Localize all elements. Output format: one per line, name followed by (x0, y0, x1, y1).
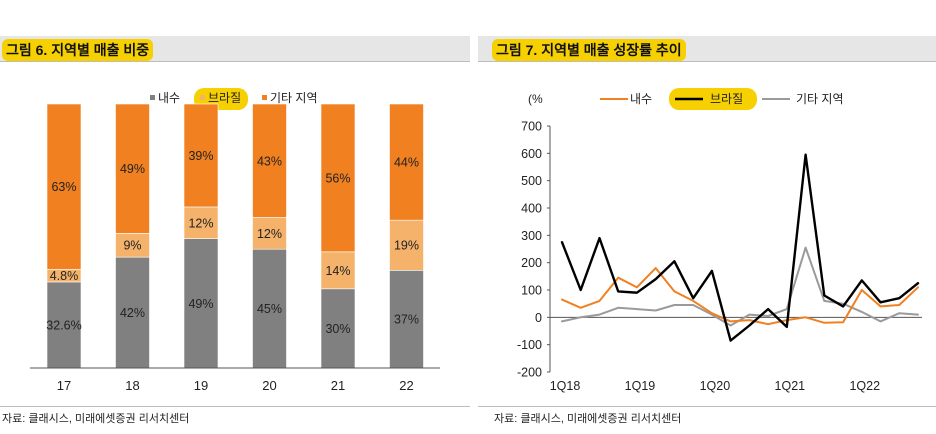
legend-swatch-1 (200, 95, 205, 100)
y-tick-label: -200 (517, 366, 542, 380)
bar-segment (115, 103, 150, 234)
y-tick-label: 600 (521, 147, 542, 161)
bar-segment (183, 206, 219, 239)
legend-swatch-0 (150, 95, 155, 100)
left-footer-divider (0, 406, 470, 407)
bar-data-label: 42% (120, 306, 145, 320)
bar-segment (320, 103, 356, 253)
series-line-1 (560, 153, 920, 342)
bar-data-label: 14% (325, 264, 350, 278)
legend-highlight-pill (669, 88, 757, 110)
y-tick-label: 200 (521, 256, 542, 270)
bar-segment (252, 248, 287, 369)
legend-label-2: 기타 지역 (796, 92, 844, 106)
bar-data-label: 45% (257, 302, 282, 316)
bar-data-label: 4.8% (50, 269, 79, 283)
y-tick-label: 0 (535, 311, 542, 325)
x-tick-label: 1Q19 (625, 379, 656, 393)
bar-data-label: 12% (188, 216, 213, 230)
bar-segment (183, 238, 219, 369)
legend-label-0: 내수 (158, 91, 180, 105)
bar-segment (252, 217, 287, 250)
y-tick-label: 400 (521, 202, 542, 216)
x-tick-label: 1Q20 (700, 379, 731, 393)
bar-segment (115, 256, 150, 369)
y-tick-label: -100 (517, 338, 542, 352)
legend-label-0: 내수 (630, 92, 652, 106)
x-tick-label: 18 (125, 378, 139, 393)
y-axis-unit-label: (% (528, 92, 543, 106)
legend-label-1: 브라질 (710, 92, 743, 106)
right-footer-divider (478, 406, 936, 407)
y-tick-label: 500 (521, 174, 542, 188)
growth-line-chart: (% -200 -100 0 100 200 300 400 500 600 700 1Q18 1Q19… (517, 88, 922, 393)
stacked-bar-chart: 내수 브라질 기타 지역 32.6% 4.8% 63% 17 42% 9% 49% 18 49% 12%… (30, 88, 440, 393)
right-title-band: 그림 7. 지역별 매출 성장률 추이 (478, 36, 936, 62)
x-tick-label: 22 (399, 378, 413, 393)
bar-data-label: 9% (123, 239, 141, 253)
y-tick-label: 300 (521, 229, 542, 243)
bar-data-label: 44% (394, 156, 419, 170)
bar-data-label: 43% (257, 154, 282, 168)
series-line-0 (561, 267, 919, 326)
bar-data-label: 49% (188, 297, 213, 311)
x-tick-label: 17 (57, 378, 71, 393)
x-tick-label: 1Q21 (775, 379, 806, 393)
bar-data-label: 12% (257, 227, 282, 241)
x-tick-label: 19 (194, 378, 208, 393)
bar-data-label: 32.6% (46, 318, 81, 332)
y-tick-label: 100 (521, 284, 542, 298)
x-tick-label: 1Q18 (550, 379, 581, 393)
x-tick-label: 1Q22 (849, 379, 880, 393)
left-source-note: 자료: 클래시스, 미래에셋증권 리서치센터 (2, 413, 190, 425)
left-title-band: 그림 6. 지역별 매출 비중 (0, 36, 470, 62)
bar-data-label: 49% (120, 162, 145, 176)
bar-data-label: 37% (394, 313, 419, 327)
bar-segment (46, 103, 82, 270)
legend-swatch-2 (262, 95, 267, 100)
legend-label-1: 브라질 (208, 91, 241, 105)
bar-segment (389, 219, 424, 271)
x-tick-label: 21 (331, 378, 345, 393)
bar-segment (320, 288, 356, 369)
bar-segment (183, 103, 219, 208)
bar-segment (320, 251, 356, 290)
right-source-note: 자료: 클래시스, 미래에셋증권 리서치센터 (494, 413, 682, 425)
right-chart-title: 그림 7. 지역별 매출 성장률 추이 (492, 39, 686, 61)
bar-data-label: 63% (51, 180, 76, 194)
left-chart-title: 그림 6. 지역별 매출 비중 (2, 39, 154, 61)
bar-segment (252, 103, 287, 218)
left-panel: 그림 6. 지역별 매출 비중 내수 브라질 기타 지역 32.6% 4.8% 63% 17… (0, 36, 470, 425)
right-panel: 그림 7. 지역별 매출 성장률 추이 (% -200 -100 0 100 200 300… (470, 0, 936, 434)
x-tick-label: 20 (262, 378, 276, 393)
bar-data-label: 19% (394, 239, 419, 253)
y-tick-label: 700 (521, 120, 542, 134)
bar-segment (389, 103, 424, 221)
bar-data-label: 39% (188, 149, 213, 163)
bar-data-label: 30% (325, 322, 350, 336)
legend-label-2: 기타 지역 (270, 91, 318, 105)
bar-data-label: 56% (325, 171, 350, 185)
